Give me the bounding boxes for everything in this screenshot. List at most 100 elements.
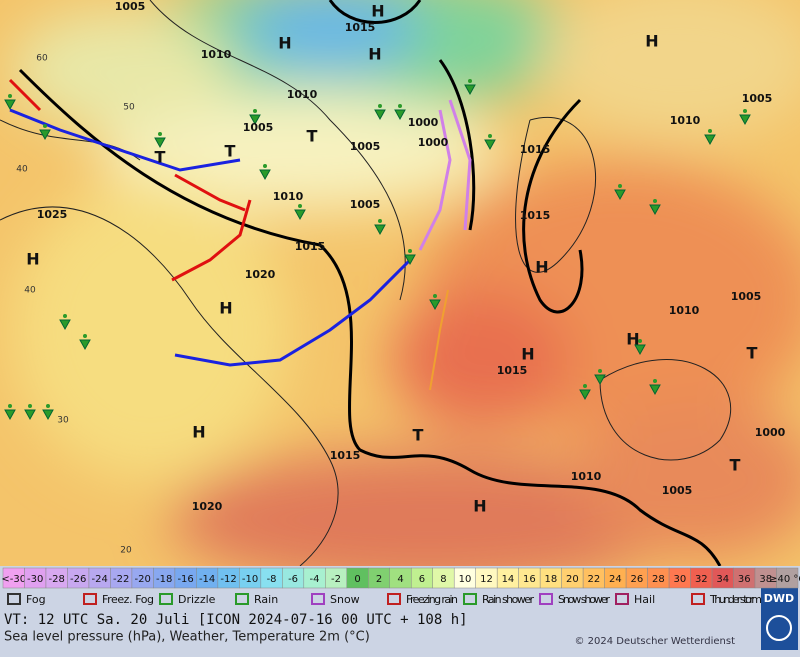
pressure-center: H bbox=[626, 330, 639, 349]
isobar-label: 1015 bbox=[295, 240, 326, 253]
pressure-center: H bbox=[521, 345, 534, 364]
legend-icon bbox=[615, 593, 629, 605]
rain-dot bbox=[8, 94, 12, 98]
rain-shower-symbol bbox=[59, 319, 71, 331]
rain-dot bbox=[408, 249, 412, 253]
pressure-center: H bbox=[219, 299, 232, 318]
legend-icon bbox=[311, 593, 325, 605]
colorbar-label: -28 bbox=[49, 574, 65, 585]
legend-label: Drizzle bbox=[178, 593, 216, 606]
rain-dot bbox=[378, 104, 382, 108]
isobar-label: 1005 bbox=[731, 290, 762, 303]
subtitle: Sea level pressure (hPa), Weather, Tempe… bbox=[4, 630, 370, 645]
legend-label: Fog bbox=[26, 593, 46, 606]
legend-icon bbox=[539, 593, 553, 605]
colorbar-label: -12 bbox=[220, 574, 236, 585]
colorbar-label: 8 bbox=[440, 574, 446, 585]
rain-dot bbox=[378, 219, 382, 223]
rain-dot bbox=[598, 369, 602, 373]
rain-shower-symbol bbox=[374, 109, 386, 121]
warm-front bbox=[171, 199, 252, 282]
isobar-label: 1015 bbox=[345, 21, 376, 34]
pressure-center: H bbox=[645, 32, 658, 51]
rain-dot bbox=[708, 129, 712, 133]
cold-front bbox=[174, 258, 412, 367]
isobar-label: 1010 bbox=[287, 88, 318, 101]
rain-dot bbox=[638, 339, 642, 343]
isobar-label: 1010 bbox=[273, 190, 304, 203]
colorbar-label: 6 bbox=[419, 574, 425, 585]
rain-shower-symbol bbox=[42, 409, 54, 421]
temperature-field bbox=[10, 0, 800, 590]
rain-shower-symbol bbox=[429, 299, 441, 311]
pressure-center: H bbox=[368, 45, 381, 64]
dwd-logo-text: DWD bbox=[764, 592, 794, 605]
pressure-center: H bbox=[192, 423, 205, 442]
colorbar-label: 22 bbox=[588, 574, 601, 585]
rain-shower-symbol bbox=[39, 129, 51, 141]
legend-icon bbox=[235, 593, 249, 605]
rain-shower-symbol bbox=[649, 204, 661, 216]
rain-shower-symbol bbox=[294, 209, 306, 221]
rain-shower-symbol bbox=[739, 114, 751, 126]
rain-shower-symbol bbox=[579, 389, 591, 401]
colorbar-label: -26 bbox=[70, 574, 86, 585]
legend-label: Hail bbox=[634, 593, 655, 606]
colorbar-label: 34 bbox=[716, 574, 729, 585]
rain-shower-symbol bbox=[24, 409, 36, 421]
occluded-front bbox=[418, 109, 452, 251]
isobar-label: 1015 bbox=[520, 143, 551, 156]
rain-shower-symbol bbox=[4, 99, 16, 111]
isobar-label: 1010 bbox=[670, 114, 701, 127]
rain-shower-symbol bbox=[374, 224, 386, 236]
rain-dot bbox=[63, 314, 67, 318]
colorbar-label: 16 bbox=[523, 574, 536, 585]
rain-dot bbox=[653, 379, 657, 383]
isobar-label: 1015 bbox=[330, 449, 361, 462]
pressure-center: H bbox=[473, 497, 486, 516]
legend-label: Freezing rain bbox=[406, 593, 458, 606]
colorbar-label: -20 bbox=[134, 574, 150, 585]
latitude-label: 30 bbox=[57, 416, 69, 426]
rain-dot bbox=[158, 132, 162, 136]
pressure-center: H bbox=[26, 250, 39, 269]
latitude-label: 40 bbox=[24, 286, 36, 296]
rain-shower-symbol bbox=[394, 109, 406, 121]
pressure-center: H bbox=[278, 34, 291, 53]
colorbar-label: -16 bbox=[177, 574, 193, 585]
rain-shower-symbol bbox=[154, 137, 166, 149]
rain-dot bbox=[468, 79, 472, 83]
legend-label: Freez. Fog bbox=[102, 593, 154, 606]
rain-shower-symbol bbox=[594, 374, 606, 386]
isobar-label: 1000 bbox=[755, 426, 786, 439]
isobar-label: 1000 bbox=[418, 136, 449, 149]
colorbar-label: -30 bbox=[27, 574, 43, 585]
isobar-label: 1005 bbox=[350, 140, 381, 153]
rain-dot bbox=[618, 184, 622, 188]
isobar-label: 1015 bbox=[497, 364, 528, 377]
isobar-label: 1015 bbox=[520, 209, 551, 222]
rain-dot bbox=[488, 134, 492, 138]
colorbar-label: 4 bbox=[397, 574, 403, 585]
rain-shower-symbol bbox=[704, 134, 716, 146]
colorbar-label: 0 bbox=[354, 574, 360, 585]
legend-icon bbox=[387, 593, 401, 605]
latitude-label: 20 bbox=[120, 546, 132, 556]
pressure-center: T bbox=[413, 426, 424, 445]
legend-icon bbox=[83, 593, 97, 605]
legend-label: Snow shower bbox=[558, 593, 610, 606]
rain-shower-symbol bbox=[464, 84, 476, 96]
latitude-label: 40 bbox=[16, 165, 28, 175]
rain-shower-symbol bbox=[249, 114, 261, 126]
rain-dot bbox=[583, 384, 587, 388]
colorbar-label: -6 bbox=[288, 574, 298, 585]
rain-dot bbox=[398, 104, 402, 108]
isobar-label: 1010 bbox=[571, 470, 602, 483]
colorbar-label: -2 bbox=[331, 574, 341, 585]
isobar-label: 1005 bbox=[742, 92, 773, 105]
warm-front bbox=[8, 78, 42, 112]
rain-dot bbox=[8, 404, 12, 408]
isobar-label: 1005 bbox=[115, 0, 146, 13]
occluded-front bbox=[448, 99, 472, 231]
